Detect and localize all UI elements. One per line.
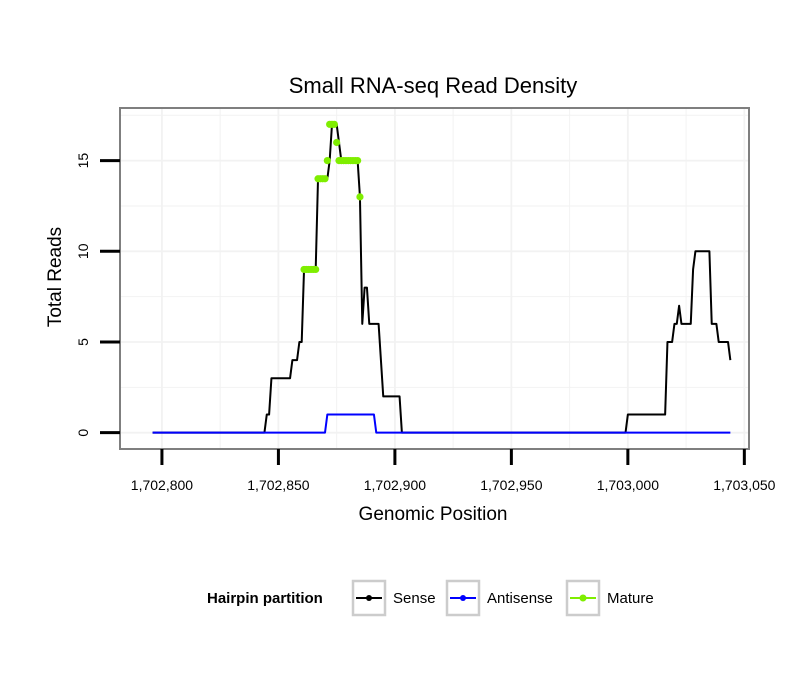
point-mature	[323, 157, 331, 165]
legend: Hairpin partition Sense Antisense Mature	[207, 579, 654, 617]
legend-label-sense: Sense	[393, 590, 436, 607]
chart-title: Small RNA-seq Read Density	[289, 73, 578, 98]
legend-title: Hairpin partition	[207, 590, 323, 607]
y-tick-label: 10	[75, 243, 91, 259]
point-mature	[330, 120, 338, 128]
y-axis-title: Total Reads	[45, 227, 66, 327]
series-line-sense	[152, 123, 732, 434]
grid-lines	[120, 108, 749, 449]
legend-label-mature: Mature	[607, 590, 654, 607]
series-layer	[152, 120, 732, 434]
point-mature	[321, 175, 329, 183]
legend-item-mature: Mature	[565, 579, 654, 617]
legend-item-sense: Sense	[351, 579, 436, 617]
x-tick-label: 1,703,000	[597, 477, 659, 493]
x-tick-label: 1,702,800	[131, 477, 193, 493]
y-tick-label: 0	[75, 429, 91, 437]
y-tick-label: 15	[75, 153, 91, 169]
series-line-antisense	[152, 413, 731, 434]
legend-item-antisense: Antisense	[445, 579, 553, 617]
x-axis-title: Genomic Position	[359, 504, 508, 525]
legend-key-sense-point	[366, 595, 372, 601]
legend-key-mature-point	[579, 594, 587, 602]
panel-border	[119, 107, 750, 450]
x-tick-label: 1,702,850	[247, 477, 309, 493]
x-axis: 1,702,800 1,702,850 1,702,900 1,702,950 1,70…	[131, 449, 776, 493]
point-mature	[354, 157, 362, 165]
point-mature	[333, 138, 341, 147]
x-tick-label: 1,703,050	[713, 477, 775, 493]
point-mature	[312, 265, 320, 274]
x-tick-label: 1,702,900	[364, 477, 426, 493]
y-axis: 0 5 10 15	[75, 153, 120, 437]
x-tick-label: 1,702,950	[480, 477, 542, 493]
legend-label-antisense: Antisense	[487, 590, 553, 607]
point-mature	[356, 193, 364, 201]
y-tick-label: 5	[75, 338, 91, 346]
legend-key-antisense-point	[460, 595, 466, 601]
